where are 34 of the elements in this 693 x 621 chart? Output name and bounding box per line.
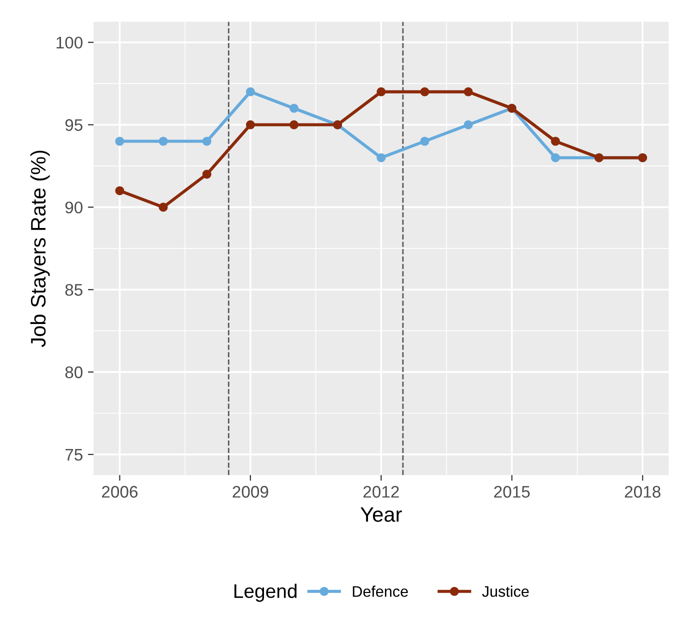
point: [158, 202, 168, 212]
point: [420, 87, 430, 96]
point: [464, 87, 473, 96]
point: [376, 87, 386, 96]
y-axis-title: Job Stayers Rate (%): [30, 150, 50, 348]
y-tick-label: 100: [56, 36, 82, 49]
x-tick-label: 2015: [494, 486, 530, 498]
x-tick-label: 2018: [624, 486, 660, 498]
y-tick-label: 80: [65, 366, 82, 378]
point: [246, 120, 255, 130]
y-tick-label: 85: [65, 284, 82, 296]
point: [464, 120, 473, 130]
y-tick-label: 90: [65, 202, 82, 214]
point: [202, 136, 212, 146]
legend-label: Justice: [482, 586, 529, 597]
point: [289, 104, 299, 113]
point: [289, 120, 299, 130]
y-tick-label: 75: [65, 449, 82, 461]
point: [115, 136, 124, 146]
point: [158, 136, 168, 146]
point: [376, 153, 386, 162]
point: [246, 87, 255, 96]
x-tick-label: 2012: [363, 486, 399, 498]
x-tick-label: 2006: [102, 486, 138, 498]
x-axis-title: Year: [360, 507, 402, 522]
point: [550, 153, 560, 162]
legend-label: Defence: [352, 586, 408, 597]
point: [202, 170, 212, 179]
point: [420, 136, 430, 146]
point: [550, 136, 560, 146]
y-tick-label: 95: [65, 119, 82, 131]
legend-title: Legend: [234, 584, 297, 602]
point: [115, 186, 124, 196]
x-tick-label: 2009: [232, 486, 268, 498]
